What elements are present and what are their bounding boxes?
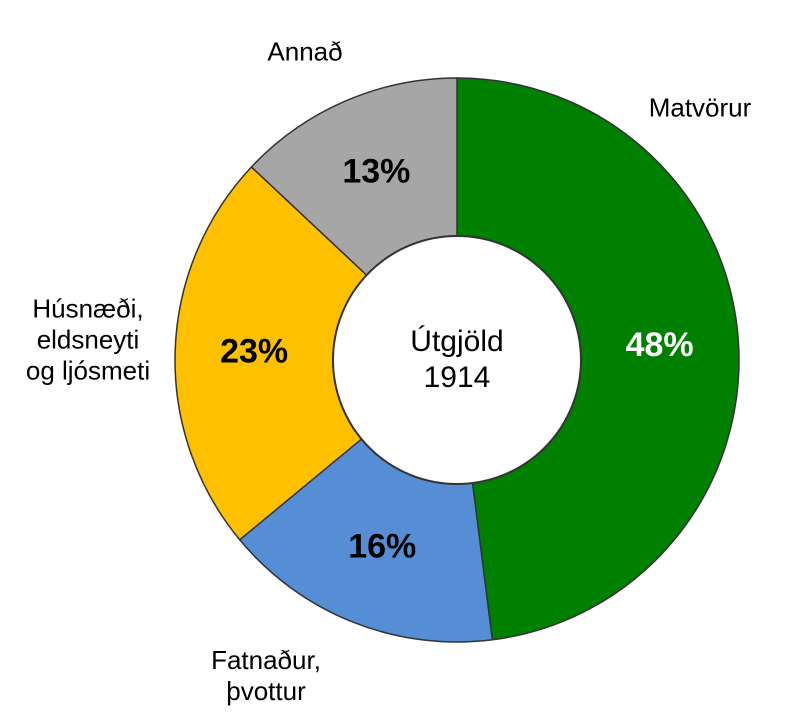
category-label: Matvörur xyxy=(648,92,752,123)
value-label: 23% xyxy=(220,333,288,371)
category-label: Annað xyxy=(267,36,343,67)
category-label: Fatnaður, þvottur xyxy=(211,645,321,706)
value-label: 48% xyxy=(626,326,694,364)
value-label: 16% xyxy=(348,528,416,566)
center-hole xyxy=(332,235,582,485)
category-label: Húsnæði, eldsneyti og ljósmeti xyxy=(25,293,151,386)
value-label: 13% xyxy=(342,153,410,191)
center-title: Útgjöld 1914 xyxy=(410,325,504,394)
